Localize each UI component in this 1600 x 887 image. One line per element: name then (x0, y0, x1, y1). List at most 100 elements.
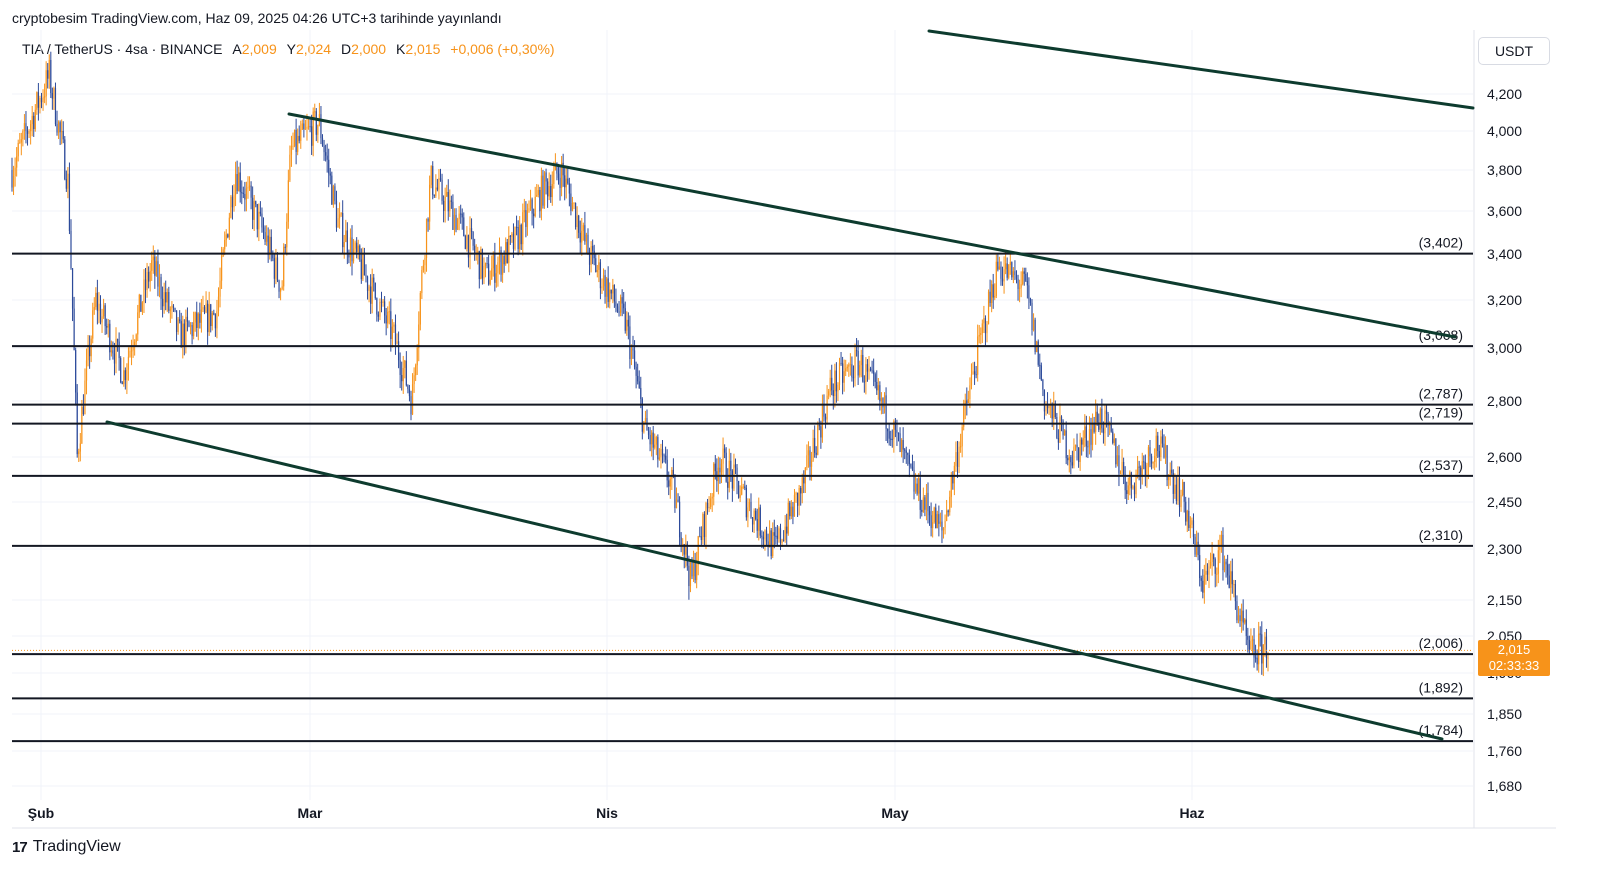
candle-body (1250, 640, 1252, 650)
candle-body (789, 502, 791, 517)
candle-body (616, 306, 619, 312)
candle-body (382, 301, 384, 303)
candle-body (973, 371, 976, 375)
brand-name: TradingView (32, 838, 121, 855)
close-value: 2,015 (405, 41, 441, 57)
candle-body (455, 214, 457, 230)
candle-body (795, 492, 797, 495)
candle-body (287, 180, 289, 222)
low-value: 2,000 (351, 41, 387, 57)
candle-body (87, 344, 89, 361)
candle-body (848, 364, 850, 367)
candle-body (134, 341, 136, 347)
candle-body (1104, 410, 1106, 434)
candle-body (725, 452, 727, 482)
candle-body (337, 218, 339, 228)
candle-body (1241, 610, 1243, 622)
candle-body (677, 499, 679, 502)
candle-body (1262, 644, 1264, 664)
candle-body (328, 159, 330, 174)
candle-body (276, 257, 279, 281)
candle-body (902, 440, 904, 450)
candle-body (427, 218, 429, 222)
candle-body (259, 211, 262, 214)
candle-body (528, 208, 530, 211)
candle-body (570, 193, 572, 211)
candle-body (817, 425, 819, 455)
candle-body (16, 156, 18, 168)
candle-body (90, 338, 92, 357)
candle-body (1098, 422, 1100, 430)
currency-unit-button[interactable]: USDT (1478, 37, 1550, 65)
candle-body (956, 452, 959, 467)
candle-body (784, 526, 786, 540)
candle-body (831, 377, 833, 391)
candle-body (309, 126, 311, 128)
candle-body (1185, 501, 1187, 522)
candle-body (64, 139, 66, 180)
candle-body (466, 235, 468, 249)
candle-body (1144, 462, 1146, 477)
candle-body (443, 200, 445, 212)
candle-body (433, 194, 435, 196)
candle-body (641, 398, 643, 432)
candle-body (118, 341, 120, 359)
candle-body (1048, 405, 1050, 409)
candle-body (668, 480, 670, 487)
candle-body (741, 486, 743, 495)
candle-body (183, 323, 185, 346)
candle-body (286, 221, 288, 248)
tradingview-brand[interactable]: 17 TradingView (12, 838, 121, 856)
candle-body (706, 502, 709, 509)
price-tick-label: 3,000 (1487, 340, 1522, 356)
candle-body (793, 494, 796, 517)
candle-body (601, 286, 603, 289)
candle-body (584, 225, 586, 242)
candle-body (284, 246, 286, 248)
candle-body (1034, 319, 1036, 352)
candle-body (758, 507, 760, 531)
publisher-caption: cryptobesim TradingView.com, Haz 09, 202… (12, 10, 502, 26)
candle-body (481, 249, 484, 279)
symbol-name[interactable]: TIA / TetherUS · 4sa · BINANCE (22, 41, 223, 57)
candle-body (1146, 465, 1148, 477)
candle-body (1216, 573, 1218, 575)
candle-body (529, 199, 532, 209)
candle-body (921, 509, 923, 512)
candle-body (1152, 461, 1154, 464)
channel-trendlines (105, 29, 1475, 741)
time-tick-label: Nis (596, 805, 618, 821)
candle-body (661, 448, 664, 456)
candle-body (1174, 484, 1176, 494)
candle-body (930, 515, 932, 529)
candle-body (1211, 554, 1213, 562)
candle-body (613, 284, 615, 302)
candle-body (710, 498, 712, 507)
candle-body (1178, 478, 1181, 508)
price-tick-label: 2,300 (1487, 541, 1522, 557)
candle-body (756, 519, 758, 531)
candle-body (216, 310, 218, 329)
candle-body (318, 114, 321, 126)
candle-body (553, 170, 555, 184)
candle-body (384, 301, 386, 316)
candle-body (981, 323, 983, 334)
candle-body (1171, 469, 1173, 473)
candle-body (202, 307, 204, 310)
candle-body (810, 460, 813, 467)
candle-body (106, 326, 108, 328)
candle-body (1175, 484, 1178, 501)
candle-body (991, 284, 993, 304)
candle-body (840, 362, 842, 364)
candle-body (1124, 474, 1126, 491)
candle-body (1113, 438, 1115, 443)
candle-body (31, 115, 33, 125)
candle-body (478, 251, 480, 280)
candle-body (713, 463, 715, 497)
candle-body (497, 262, 499, 274)
candle-body (1015, 274, 1018, 279)
candle-body (1093, 422, 1095, 432)
candle-body (456, 219, 459, 230)
candle-body (1040, 365, 1042, 381)
